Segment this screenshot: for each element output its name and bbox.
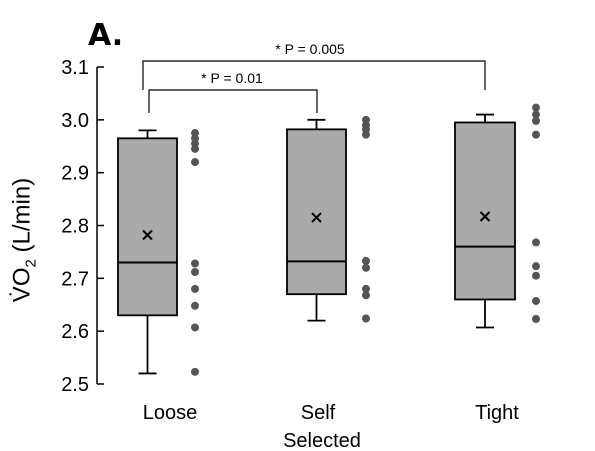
box-tight xyxy=(454,121,516,301)
box-self xyxy=(286,128,347,296)
data-point xyxy=(191,367,199,376)
x-tick-label: Self xyxy=(301,402,336,424)
data-point xyxy=(191,144,199,153)
data-point xyxy=(191,284,199,293)
data-point xyxy=(191,267,199,276)
mean-marker xyxy=(311,212,322,223)
data-point xyxy=(362,263,370,272)
data-point xyxy=(532,116,540,125)
y-tick-label: 2.6 xyxy=(61,321,89,343)
data-point xyxy=(362,284,370,293)
y-tick-label: 2.5 xyxy=(61,374,89,396)
y-tick-label: 2.8 xyxy=(61,216,89,238)
data-point xyxy=(362,314,370,323)
data-point xyxy=(532,315,540,324)
data-point xyxy=(362,130,370,139)
data-point xyxy=(362,256,370,265)
data-point xyxy=(532,110,540,119)
data-point xyxy=(532,130,540,139)
data-point xyxy=(532,103,540,112)
data-point xyxy=(532,271,540,280)
data-point xyxy=(191,259,199,268)
y-tick-label: 2.9 xyxy=(61,163,89,185)
data-point xyxy=(532,238,540,247)
box-loose xyxy=(117,137,178,317)
y-tick-label: 2.7 xyxy=(61,268,89,290)
significance-bracket xyxy=(142,60,486,90)
significance-label: * P = 0.01 xyxy=(201,70,263,86)
data-point xyxy=(532,297,540,306)
panel-label: A. xyxy=(88,18,124,53)
x-tick-label: Loose xyxy=(143,402,198,424)
mean-marker xyxy=(142,229,153,241)
data-point xyxy=(191,301,199,310)
data-point xyxy=(532,262,540,271)
mean-marker xyxy=(479,211,491,222)
data-point xyxy=(191,158,199,167)
x-axis-label-line2: Selected xyxy=(283,430,361,451)
x-tick-label: Tight xyxy=(475,402,519,424)
significance-label: * P = 0.005 xyxy=(275,41,345,57)
y-tick-label: 3.0 xyxy=(61,110,89,132)
data-point xyxy=(362,291,370,300)
significance-bracket xyxy=(148,89,318,113)
y-tick-label: 3.1 xyxy=(61,57,89,79)
data-point xyxy=(191,323,199,332)
